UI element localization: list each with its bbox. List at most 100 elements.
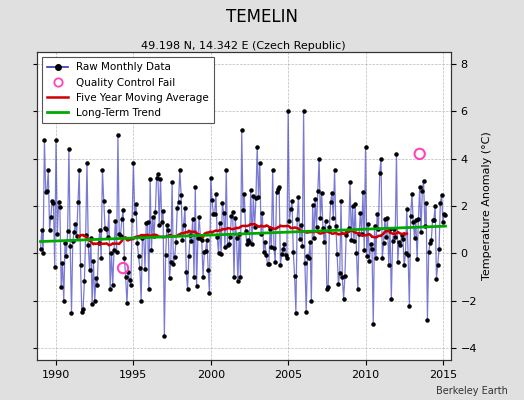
Point xyxy=(44,167,52,174)
Point xyxy=(289,249,298,256)
Point xyxy=(416,184,424,190)
Point xyxy=(359,189,367,195)
Point xyxy=(48,198,57,204)
Point xyxy=(385,262,393,268)
Point xyxy=(441,212,450,218)
Point xyxy=(105,208,113,214)
Point xyxy=(176,167,184,174)
Point xyxy=(426,240,434,247)
Point xyxy=(91,298,99,304)
Point xyxy=(324,284,332,290)
Point xyxy=(148,214,157,220)
Point xyxy=(240,191,248,198)
Point xyxy=(56,204,64,210)
Point xyxy=(133,240,141,246)
Point xyxy=(167,259,175,266)
Point xyxy=(440,211,449,217)
Point xyxy=(201,248,210,254)
Point xyxy=(328,190,336,196)
Point xyxy=(302,309,310,315)
Point xyxy=(326,198,335,205)
Point xyxy=(304,255,313,261)
Point xyxy=(138,235,147,242)
Point xyxy=(347,237,355,243)
Point xyxy=(225,241,233,248)
Text: Berkeley Earth: Berkeley Earth xyxy=(436,386,508,396)
Point xyxy=(187,238,195,244)
Point xyxy=(275,183,283,190)
Point xyxy=(119,207,127,213)
Point xyxy=(218,200,226,206)
Point xyxy=(334,281,343,287)
Point xyxy=(379,240,388,246)
Point xyxy=(271,259,279,265)
Point xyxy=(258,210,267,216)
Point xyxy=(312,224,321,230)
Point xyxy=(75,167,83,174)
Point xyxy=(211,211,219,218)
Point xyxy=(377,156,385,162)
Point xyxy=(108,282,117,288)
Point xyxy=(111,217,119,224)
Point xyxy=(352,250,361,256)
Point xyxy=(303,252,312,259)
Point xyxy=(247,186,255,193)
Point xyxy=(221,244,229,250)
Point xyxy=(63,228,72,234)
Point xyxy=(194,235,202,242)
Point xyxy=(407,212,415,219)
Point xyxy=(402,206,411,212)
Point xyxy=(223,242,232,248)
Point xyxy=(80,278,89,284)
Point xyxy=(414,216,422,223)
Point xyxy=(329,215,337,222)
Point xyxy=(363,252,371,259)
Point xyxy=(431,203,439,209)
Point xyxy=(423,316,432,323)
Point xyxy=(49,200,58,206)
Point xyxy=(419,178,428,184)
Point xyxy=(311,196,320,202)
Point xyxy=(200,248,209,255)
Point xyxy=(280,241,289,248)
Point xyxy=(395,238,403,245)
Point xyxy=(79,306,88,312)
Point xyxy=(314,187,322,194)
Point xyxy=(124,269,133,276)
Point xyxy=(267,244,276,250)
Point xyxy=(234,278,242,284)
Point xyxy=(270,244,278,251)
Point xyxy=(412,217,420,224)
Point xyxy=(115,230,124,237)
Point xyxy=(333,251,341,257)
Point xyxy=(190,274,198,280)
Point xyxy=(318,190,326,196)
Point xyxy=(397,232,406,238)
Point xyxy=(136,264,144,271)
Point xyxy=(429,216,437,223)
Point xyxy=(264,261,272,267)
Point xyxy=(212,190,220,197)
Point xyxy=(54,199,63,205)
Point xyxy=(356,210,365,216)
Point xyxy=(102,226,111,232)
Point xyxy=(321,218,330,224)
Point xyxy=(244,236,253,243)
Point xyxy=(427,237,435,244)
Point xyxy=(189,215,197,222)
Point xyxy=(391,233,399,240)
Point xyxy=(160,333,169,340)
Point xyxy=(217,251,225,258)
Point xyxy=(388,238,397,244)
Point xyxy=(214,250,223,256)
Point xyxy=(424,249,433,255)
Point xyxy=(369,321,377,328)
Point xyxy=(236,274,245,280)
Point xyxy=(272,188,281,195)
Point xyxy=(279,245,287,252)
Point xyxy=(142,220,150,226)
Point xyxy=(183,286,192,292)
Point xyxy=(410,235,419,241)
Point xyxy=(57,284,66,290)
Point xyxy=(396,242,405,248)
